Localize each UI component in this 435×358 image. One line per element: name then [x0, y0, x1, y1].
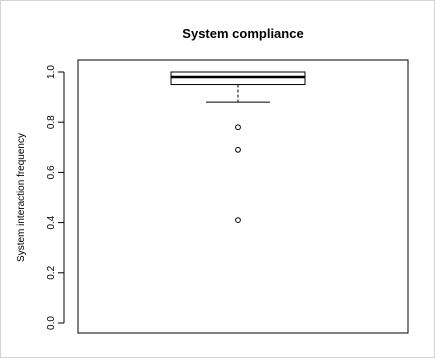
chart-title: System compliance [182, 26, 303, 41]
y-tick-label: 1.0 [46, 65, 57, 79]
y-tick-label: 0.4 [46, 215, 57, 229]
box-plot [170, 71, 306, 103]
y-axis: 0.0 0.2 0.4 0.6 0.8 1.0 [46, 65, 65, 330]
y-tick-label: 0.8 [46, 115, 57, 129]
y-tick-label: 0.2 [46, 265, 57, 279]
box-iqr [170, 71, 306, 86]
plot-area-border [77, 59, 409, 334]
y-axis-label: System interaction frequency [16, 133, 27, 262]
outlier-point [235, 217, 241, 223]
y-tick-label: 0.0 [46, 316, 57, 330]
y-tick-label: 0.6 [46, 165, 57, 179]
outlier-point [235, 124, 241, 131]
outliers [235, 124, 241, 223]
outlier-point [235, 146, 241, 153]
